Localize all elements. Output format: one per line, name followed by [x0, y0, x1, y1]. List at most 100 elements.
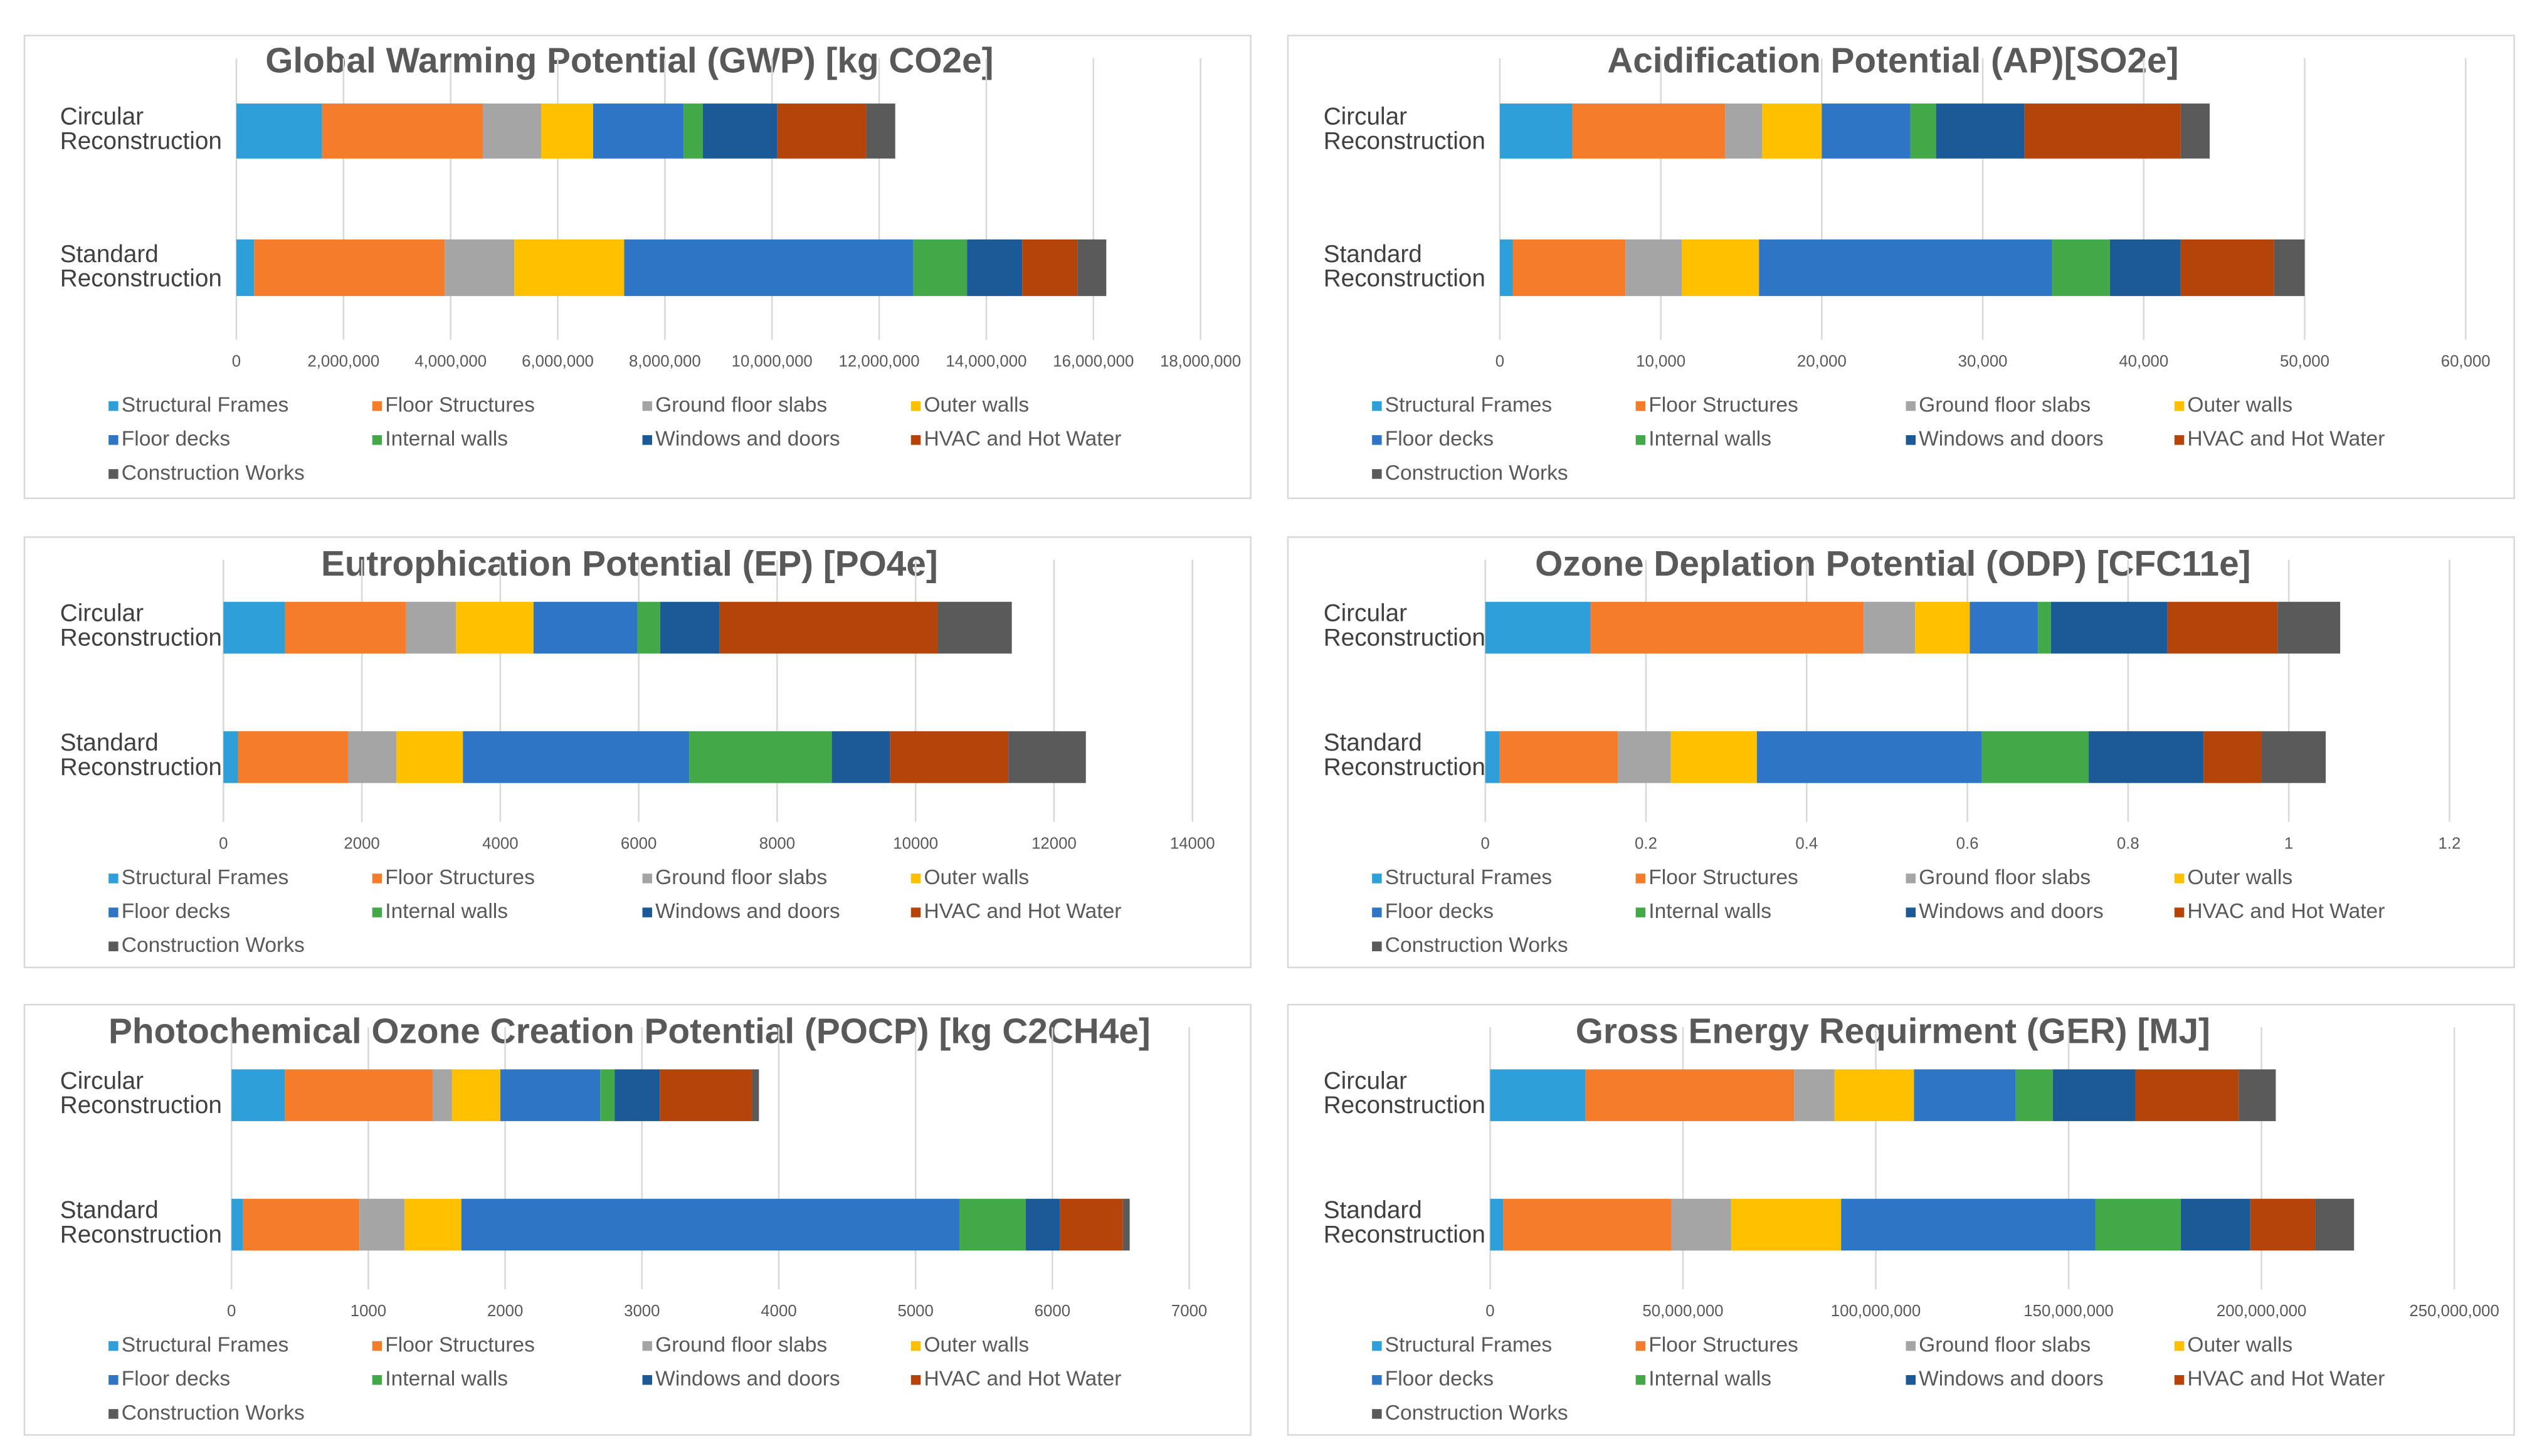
legend-marker [108, 401, 119, 411]
legend-label: Outer walls [924, 866, 1029, 889]
x-tick-label: 4000 [482, 835, 518, 853]
legend-label: Floor Structures [385, 866, 535, 889]
legend-label: HVAC and Hot Water [924, 1368, 1121, 1391]
bar-segment [2274, 239, 2305, 297]
category-label-box: Standard Reconstruction [60, 731, 222, 782]
legend-marker [1372, 1409, 1382, 1419]
x-tick-label: 14000 [1170, 835, 1215, 853]
legend-marker [1372, 435, 1382, 445]
bar-segment [937, 601, 1012, 654]
bar-segment [404, 1198, 462, 1251]
legend-label: Outer walls [924, 1333, 1029, 1356]
legend-marker [1372, 469, 1382, 479]
bar-segment [285, 601, 406, 654]
bar-segment [1008, 731, 1086, 783]
legend-marker [108, 435, 119, 445]
bar-segment [2050, 601, 2168, 654]
bar-segment [359, 1198, 405, 1251]
x-tick-label: 0.8 [2117, 835, 2139, 853]
legend-label: Structural Frames [1385, 1333, 1552, 1356]
bar-segment [1914, 1069, 2016, 1121]
x-tick-label: 20,000 [1797, 353, 1847, 371]
legend-label: Floor decks [122, 900, 230, 923]
bar-segment [1682, 239, 1759, 297]
legend-label: HVAC and Hot Water [924, 428, 1121, 451]
legend-marker [1372, 941, 1382, 952]
legend-label: Ground floor slabs [655, 393, 827, 416]
bar-segment [1725, 103, 1763, 159]
bar-segment [231, 1198, 243, 1251]
legend-label: Floor decks [122, 1368, 230, 1391]
legend-marker [1372, 873, 1382, 884]
legend-label: Structural Frames [122, 393, 288, 416]
bar-segment [2015, 1069, 2053, 1121]
bar-segment [406, 601, 456, 654]
bar-segment [2052, 1069, 2136, 1121]
bar-segment [285, 1069, 433, 1121]
category-label-box: Circular Reconstruction [1324, 105, 1485, 154]
legend-label: Internal walls [385, 1368, 508, 1391]
legend-marker [108, 1341, 119, 1351]
legend-label: Ground floor slabs [1919, 866, 2091, 889]
bar-segment [1731, 1198, 1842, 1251]
x-tick-label: 5000 [897, 1302, 933, 1320]
bar-segment [238, 731, 349, 783]
legend-marker [642, 1341, 653, 1351]
bar-segment [1671, 1198, 1731, 1251]
legend-marker [108, 941, 119, 952]
bar-segment [1122, 1198, 1130, 1251]
bar-segment [236, 103, 322, 159]
bar-segment [2135, 1069, 2239, 1121]
bar-segment [967, 239, 1023, 297]
bar-segment [482, 103, 542, 159]
bar-segment [1503, 1198, 1672, 1251]
category-label: Standard Reconstruction [1323, 241, 1485, 292]
legend-label: HVAC and Hot Water [2187, 1368, 2385, 1391]
legend-marker [1635, 1375, 1646, 1385]
x-tick-label: 60,000 [2441, 353, 2491, 371]
legend-label: Outer walls [2187, 1333, 2292, 1356]
legend-label: Internal walls [1648, 1368, 1771, 1391]
legend-label: HVAC and Hot Water [2187, 900, 2385, 923]
legend-marker [1635, 401, 1646, 411]
x-tick-label: 0 [232, 353, 241, 371]
x-tick-label: 250,000,000 [2409, 1302, 2499, 1320]
category-label: Standard Reconstruction [60, 241, 222, 292]
bar-segment [1841, 1198, 2096, 1251]
category-label: Standard Reconstruction [60, 731, 222, 782]
legend-label: Construction Works [122, 934, 305, 957]
legend-marker [372, 907, 382, 917]
bar-segment [2261, 731, 2326, 783]
legend-marker [910, 401, 921, 411]
bar-segment [1585, 1069, 1795, 1121]
legend-marker [2174, 401, 2185, 411]
x-tick-label: 150,000,000 [2023, 1302, 2113, 1320]
x-tick-label: 6000 [1035, 1302, 1070, 1320]
bar-segment [752, 1069, 759, 1121]
legend-marker [372, 1341, 382, 1351]
category-label: Circular Reconstruction [1323, 1069, 1485, 1120]
legend-marker [642, 1375, 653, 1385]
legend-marker [108, 469, 119, 479]
x-tick-label: 10,000,000 [732, 353, 813, 371]
bar-segment [2315, 1198, 2355, 1251]
x-tick-label: 0 [219, 835, 228, 853]
legend-label: Construction Works [1385, 462, 1568, 485]
bar-segment [2277, 601, 2341, 654]
bar-segment [1759, 239, 2052, 297]
legend-label: Structural Frames [122, 1333, 288, 1356]
bar-segment [2180, 103, 2210, 159]
x-tick-label: 40,000 [2119, 353, 2168, 371]
legend-label: Ground floor slabs [1919, 1333, 2091, 1356]
legend-label: Construction Works [1385, 1401, 1568, 1425]
bar-segment [890, 731, 1009, 783]
legend-marker [2174, 873, 2185, 884]
bar-segment [1915, 601, 1970, 654]
legend-label: Windows and doors [1919, 900, 2103, 923]
bar-segment [243, 1198, 360, 1251]
legend-marker [1635, 435, 1646, 445]
legend-marker [108, 1375, 119, 1385]
x-tick-label: 30,000 [1958, 353, 2008, 371]
x-tick-label: 6000 [621, 835, 657, 853]
